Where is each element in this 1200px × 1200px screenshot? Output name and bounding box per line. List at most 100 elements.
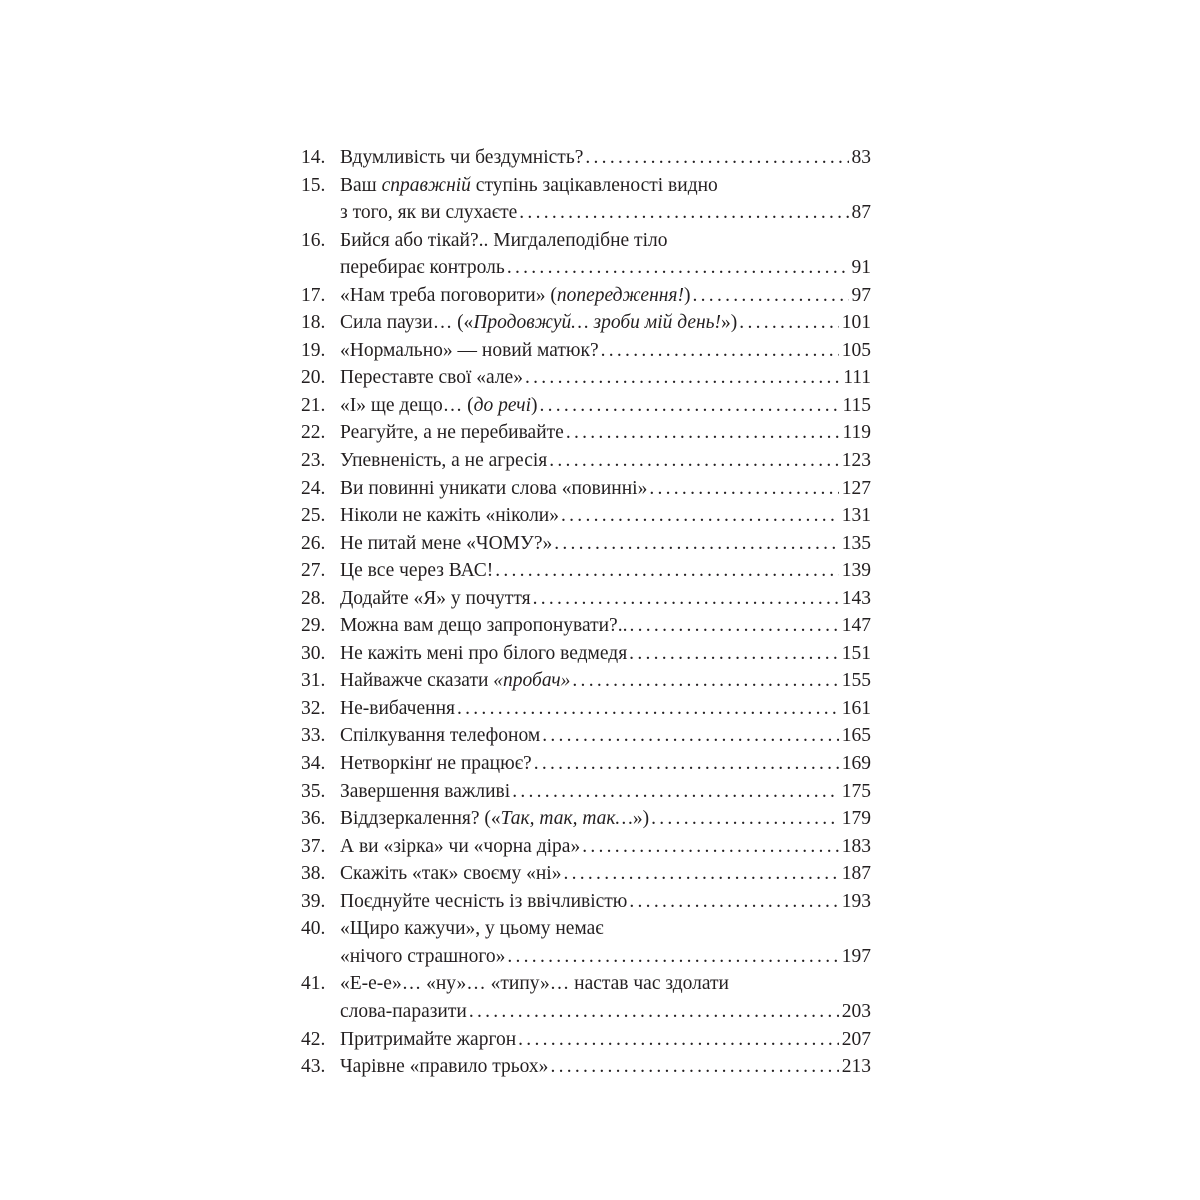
toc-line: 27. Це все через ВАС! 139 (301, 557, 871, 585)
toc-entry[interactable]: 42. Притримайте жаргон 207 (301, 1026, 871, 1054)
toc-entry[interactable]: 20. Переставте свої «але» 111 (301, 364, 871, 392)
toc-line: 36. Віддзеркалення? («Так, так, так…») 179 (301, 805, 871, 833)
entry-title-segment: Скажіть «так» своєму «ні» (340, 863, 562, 885)
toc-entry[interactable]: 15. Ваш справжній ступінь зацікавленості … (301, 172, 871, 227)
entry-number: 30. (301, 642, 326, 664)
dot-leader (554, 530, 839, 558)
toc-entry[interactable]: 33. Спілкування телефоном 165 (301, 722, 871, 750)
entry-title: Можна вам дещо запропонувати?.. (340, 612, 627, 640)
toc-entry[interactable]: 24. Ви повинні уникати слова «повинні» 127 (301, 475, 871, 503)
toc-entry[interactable]: 19. «Нормально» — новий матюк? 105 (301, 337, 871, 365)
entry-title-italic: до речі (473, 394, 531, 416)
toc-entry[interactable]: 27. Це все через ВАС! 139 (301, 557, 871, 585)
page-number: 127 (841, 477, 871, 499)
toc-entry[interactable]: 41. «Е-е-е»… «ну»… «типу»… настав час здо… (301, 970, 871, 1025)
toc-entry[interactable]: 37. А ви «зірка» чи «чорна діра» 183 (301, 833, 871, 861)
entry-title: Нетворкінґ не працює? (340, 750, 532, 778)
entry-title-segment: «Щиро кажучи», у цьому немає (340, 918, 604, 940)
entry-title: «Щиро кажучи», у цьому немає (340, 915, 604, 943)
toc-line: 26. Не питай мене «ЧОМУ?» 135 (301, 530, 871, 558)
toc-entry[interactable]: 39. Поєднуйте чесність із ввічливістю 193 (301, 888, 871, 916)
dot-leader (525, 364, 840, 392)
dot-leader (507, 254, 849, 282)
page-number: 175 (841, 780, 871, 802)
entry-number: 38. (301, 863, 326, 885)
toc-entry[interactable]: 22. Реагуйте, а не перебивайте 119 (301, 419, 871, 447)
entry-title: Не кажіть мені про білого ведмедя (340, 640, 627, 668)
entry-title-segment: ) (684, 284, 691, 306)
entry-title-italic: «пробач» (493, 670, 571, 692)
dot-leader (582, 833, 839, 861)
entry-number: 25. (301, 505, 326, 527)
entry-title: Це все через ВАС! (340, 557, 493, 585)
dot-leader (512, 778, 839, 806)
dot-leader (566, 419, 840, 447)
page-number: 143 (841, 587, 871, 609)
toc-entry[interactable]: 21. «І» ще дещо… (до речі) 115 (301, 392, 871, 420)
toc-line: 18. Сила паузи… («Продовжуй… зроби мій де… (301, 309, 871, 337)
page-number: 151 (841, 642, 871, 664)
toc-entry[interactable]: 16. Бийся або тікай?.. Мигдалеподібне тіл… (301, 227, 871, 282)
toc-entry[interactable]: 40. «Щиро кажучи», у цьому немає «нічого с… (301, 915, 871, 970)
dot-leader (542, 722, 839, 750)
dot-leader (629, 640, 839, 668)
toc-entry[interactable]: 28. Додайте «Я» у почуття 143 (301, 585, 871, 613)
page-number: 183 (841, 835, 871, 857)
entry-title: Бийся або тікай?.. Мигдалеподібне тіло (340, 227, 667, 255)
toc-entry[interactable]: 29. Можна вам дещо запропонувати?.. 147 (301, 612, 871, 640)
entry-title-segment: Нетворкінґ не працює? (340, 753, 532, 775)
dot-leader (519, 199, 848, 227)
toc-entry[interactable]: 31. Найважче сказати «пробач» 155 (301, 667, 871, 695)
toc-entry[interactable]: 23. Упевненість, а не агресія 123 (301, 447, 871, 475)
entry-title: Ваш справжній ступінь зацікавленості вид… (340, 172, 718, 200)
entry-title: Поєднуйте чесність із ввічливістю (340, 888, 627, 916)
entry-title-segment: Ніколи не кажіть «ніколи» (340, 505, 559, 527)
toc-line: 15. Ваш справжній ступінь зацікавленості … (301, 172, 871, 200)
entry-title-segment: перебирає контроль (340, 257, 505, 279)
dot-leader (550, 1053, 838, 1081)
dot-leader (563, 860, 838, 888)
entry-title-segment: ) (530, 394, 538, 416)
entry-number: 39. (301, 890, 326, 912)
entry-number: 21. (301, 394, 326, 416)
entry-title: Переставте свої «але» (340, 364, 523, 392)
toc-line: 32. Не-вибачення 161 (301, 695, 871, 723)
page-number: 139 (841, 560, 871, 582)
toc-entry[interactable]: 43. Чарівне «правило трьох» 213 (301, 1053, 871, 1081)
dot-leader (549, 447, 839, 475)
entry-title: Ніколи не кажіть «ніколи» (340, 502, 559, 530)
entry-title: «Е-е-е»… «ну»… «типу»… настав час здолат… (340, 970, 729, 998)
toc-entry[interactable]: 36. Віддзеркалення? («Так, так, так…») 179 (301, 805, 871, 833)
entry-number: 41. (301, 973, 326, 995)
entry-title-segment: «нічого страшного» (340, 945, 506, 967)
toc-entry[interactable]: 17. «Нам треба поговорити» (попередження!… (301, 282, 871, 310)
toc-line: 14. Вдумливість чи бездумність? 83 (301, 144, 871, 172)
toc-entry[interactable]: 26. Не питай мене «ЧОМУ?» 135 (301, 530, 871, 558)
entry-title-segment: Додайте «Я» у почуття (340, 587, 531, 609)
entry-title-segment: «І» ще дещо… ( (340, 394, 474, 416)
entry-title: Притримайте жаргон (340, 1026, 516, 1054)
entry-title-italic: попередження! (556, 284, 684, 306)
toc-line: «нічого страшного» 197 (301, 943, 871, 971)
toc-entry[interactable]: 38. Скажіть «так» своєму «ні» 187 (301, 860, 871, 888)
toc-line: 19. «Нормально» — новий матюк? 105 (301, 337, 871, 365)
toc-line: 30. Не кажіть мені про білого ведмедя 151 (301, 640, 871, 668)
page-number: 87 (851, 202, 872, 224)
toc-entry[interactable]: 32. Не-вибачення 161 (301, 695, 871, 723)
toc-entry[interactable]: 34. Нетворкінґ не працює? 169 (301, 750, 871, 778)
entry-title: Найважче сказати «пробач» (340, 667, 570, 695)
entry-title-segment: Спілкування телефоном (340, 725, 541, 747)
dot-leader (561, 502, 839, 530)
entry-title-segment: ») (721, 312, 738, 334)
dot-leader (518, 1026, 839, 1054)
toc-entry[interactable]: 18. Сила паузи… («Продовжуй… зроби мій де… (301, 309, 871, 337)
page-number: 91 (851, 257, 872, 279)
toc-entry[interactable]: 35. Завершення важливі 175 (301, 778, 871, 806)
toc-entry[interactable]: 30. Не кажіть мені про білого ведмедя 151 (301, 640, 871, 668)
entry-title: з того, як ви слухаєте (340, 199, 517, 227)
entry-number: 15. (301, 174, 326, 196)
dot-leader (629, 888, 838, 916)
toc-entry[interactable]: 14. Вдумливість чи бездумність? 83 (301, 144, 871, 172)
toc-entry[interactable]: 25. Ніколи не кажіть «ніколи» 131 (301, 502, 871, 530)
entry-number: 37. (301, 835, 326, 857)
